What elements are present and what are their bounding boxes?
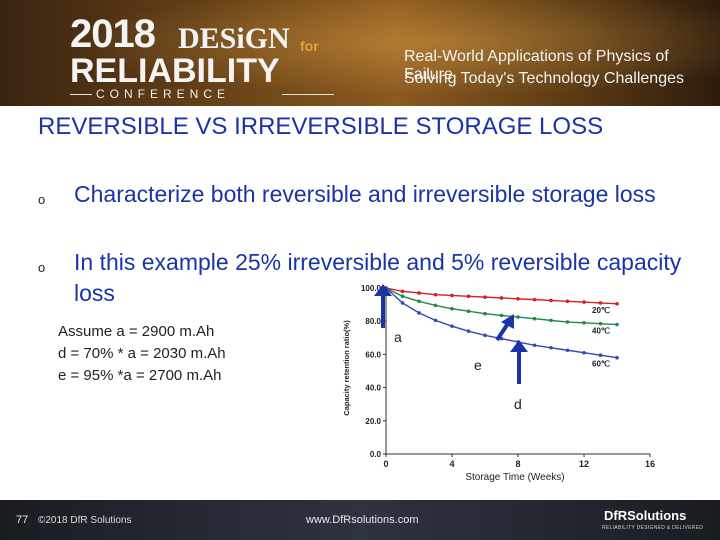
logo-conference: CONFERENCE [96,87,231,101]
x-axis-label: Storage Time (Weeks) [465,472,564,483]
series-point [400,301,405,305]
y-tick-label: 80.0 [365,317,381,326]
bullet-marker-1: o [38,192,46,207]
series-point [466,294,471,299]
logo-rule-right [282,94,334,95]
series-point [582,321,586,325]
series-point [615,301,619,306]
callout-e: e [474,357,482,373]
legend-label-1: 40℃ [592,327,610,336]
logo-reliability: RELIABILITY [70,52,280,90]
slide-title: REVERSIBLE VS IRREVERSIBLE STORAGE LOSS [38,113,604,140]
series-point [450,306,454,311]
series-point [516,296,520,301]
series-point [466,329,471,333]
x-tick-label: 0 [383,459,388,469]
footer-brand-logo: DfRSolutions [604,508,687,523]
logo-for: for [300,38,319,54]
series-point [499,296,504,300]
series-point [549,318,553,323]
bullet-text-1: Characterize both reversible and irrever… [74,181,656,207]
series-point [417,299,421,304]
note-e: e = 95% *a = 2700 m.Ah [58,367,222,384]
y-tick-label: 100.0 [361,284,382,293]
x-tick-label: 8 [515,459,520,469]
series-point [433,303,438,308]
series-point [450,324,454,328]
series-point [499,313,504,318]
banner-glow [0,0,720,106]
series-point [582,300,586,304]
series-point [565,299,570,304]
y-tick-label: 0.0 [370,450,382,459]
tagline-2: Solving Today's Technology Challenges [404,70,684,87]
series-point [532,343,537,348]
x-tick-label: 4 [449,459,454,469]
series-point [483,295,487,299]
footer-copyright: ©2018 DfR Solutions [38,515,132,526]
series-point [532,297,537,302]
y-axis-label: Capacity retention ratio(%) [342,320,351,416]
footer-bar [0,500,720,540]
callout-d: d [514,396,522,412]
series-point [516,315,520,319]
series-point [582,350,586,355]
x-tick-label: 16 [645,459,655,469]
footer-brand-tagline: RELIABILITY DESIGNED & DELIVERED [602,525,704,531]
series-point [417,311,421,315]
note-assume-a: Assume a = 2900 m.Ah [58,323,215,340]
series-point [433,292,438,297]
legend-label-0: 20℃ [592,306,610,315]
series-point [400,294,405,299]
series-point [516,340,520,344]
series-point [433,318,438,323]
series-point [417,291,421,295]
note-d: d = 70% * a = 2030 m.Ah [58,345,226,362]
y-tick-label: 60.0 [365,350,381,359]
callout-a: a [394,329,402,345]
series-point [549,298,553,303]
series-point [532,316,537,321]
series-point [565,348,570,353]
series-point [615,355,619,360]
y-tick-label: 40.0 [365,384,381,393]
series-point [483,311,487,316]
series-point [598,321,603,326]
bullet-marker-2: o [38,260,46,275]
series-point [549,345,553,350]
series-point [400,289,405,294]
tagline-1: Real-World Applications of Physics of Fa… [404,48,669,83]
legend-label-2: 60℃ [592,360,610,369]
logo-rule-left [70,94,92,95]
series-point [466,309,471,314]
series-point [615,322,619,327]
capacity-retention-chart: 0.0 20.0 40.0 60.0 80.0 100.0 0 4 8 12 16 20℃ 40℃ 60… [342,284,655,483]
series-point [450,293,454,298]
series-point [598,301,603,305]
bullet-text-2: In this example 25% irreversible and 5% … [74,249,682,306]
conference-banner: 2018 DESiGN for RELIABILITY CONFERENCE R… [0,0,720,106]
series-point [598,353,603,358]
series-point [483,333,487,338]
x-tick-label: 12 [579,459,589,469]
logo-design: DESiGN [178,22,290,55]
series-point [565,320,570,324]
page-number: 77 [16,514,29,526]
logo-year: 2018 [70,12,156,56]
footer-website: www.DfRsolutions.com [306,514,419,526]
y-tick-label: 20.0 [365,417,381,426]
series-point [499,336,504,341]
